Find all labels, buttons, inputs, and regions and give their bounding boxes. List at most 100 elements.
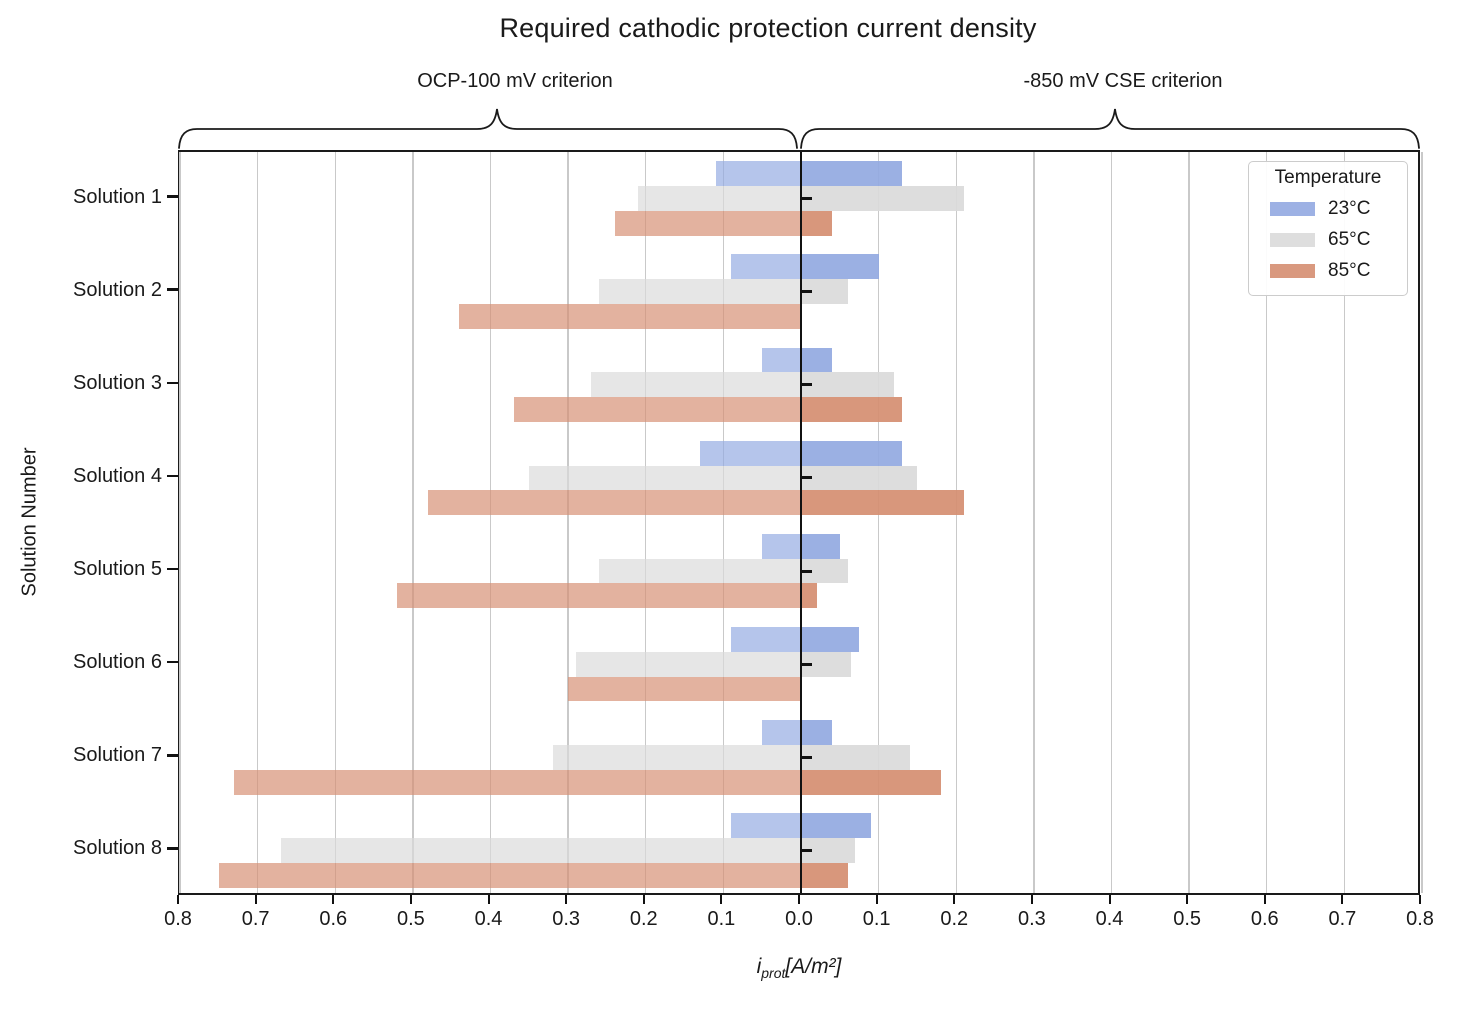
gridline <box>567 152 569 893</box>
x-tick-label: 0.0 <box>785 908 813 930</box>
x-axis-title: iprot[A/m²] <box>499 955 1099 981</box>
left-criterion-label: OCP-100 mV criterion <box>417 70 613 92</box>
y-tick-center <box>801 197 812 201</box>
y-tick-label: Solution 7 <box>73 744 162 767</box>
bar-ocp100-65°C-Solution 8 <box>280 838 801 863</box>
y-tick <box>167 288 178 291</box>
x-tick <box>875 895 878 904</box>
y-tick <box>167 567 178 571</box>
y-tick-center <box>801 569 812 573</box>
bar-ocp100-85°C-Solution 5 <box>397 583 801 609</box>
xlabel-variable: i <box>756 955 762 978</box>
x-tick-label: 0.4 <box>1095 908 1124 930</box>
bar-cse850-23°C-Solution 8 <box>801 813 871 839</box>
bar-ocp100-85°C-Solution 7 <box>234 769 801 795</box>
bar-ocp100-23°C-Solution 5 <box>762 533 801 559</box>
x-tick-label: 0.4 <box>474 908 503 930</box>
bar-ocp100-23°C-Solution 4 <box>700 440 801 466</box>
y-tick-label: Solution 3 <box>73 371 162 394</box>
gridline <box>1421 152 1423 893</box>
left-brace <box>178 108 798 149</box>
gridline <box>334 152 336 893</box>
legend-swatch-65c <box>1270 232 1315 247</box>
gridline <box>1033 152 1035 893</box>
bar-ocp100-85°C-Solution 4 <box>428 490 801 516</box>
y-tick-label: Solution 4 <box>73 464 162 487</box>
x-tick-label: 0.5 <box>396 908 425 930</box>
gridline <box>412 152 414 893</box>
bar-cse850-23°C-Solution 4 <box>801 440 902 466</box>
bar-cse850-85°C-Solution 8 <box>801 862 848 888</box>
x-tick <box>798 895 800 904</box>
bar-ocp100-23°C-Solution 2 <box>731 254 801 280</box>
y-tick <box>167 474 178 478</box>
bar-ocp100-65°C-Solution 3 <box>591 372 801 398</box>
y-tick-center <box>801 290 812 294</box>
gridline <box>1110 152 1113 893</box>
bar-cse850-23°C-Solution 3 <box>801 347 833 373</box>
x-tick-label: 0.6 <box>319 908 348 930</box>
y-tick-label: Solution 2 <box>73 278 162 301</box>
gridline <box>955 152 957 893</box>
y-tick <box>167 847 178 850</box>
gridline <box>722 152 725 893</box>
bar-ocp100-85°C-Solution 3 <box>513 397 801 423</box>
x-tick <box>177 895 179 904</box>
x-tick-label: 0.8 <box>1406 908 1434 930</box>
x-tick <box>642 895 645 904</box>
legend-item-65c: 65°C <box>1249 224 1407 255</box>
legend-title: Temperature <box>1274 167 1382 188</box>
bar-cse850-85°C-Solution 4 <box>801 490 964 516</box>
x-tick-label: 0.7 <box>241 908 270 930</box>
y-tick <box>167 195 178 198</box>
legend-label-23c: 23°C <box>1328 197 1371 219</box>
x-tick-label: 0.3 <box>1017 908 1046 930</box>
xlabel-unit: [A/m²] <box>785 955 842 978</box>
x-tick-label: 0.5 <box>1173 908 1202 930</box>
gridline <box>1343 152 1346 893</box>
x-tick-label: 0.7 <box>1328 908 1357 930</box>
y-tick-center <box>801 476 812 480</box>
x-tick <box>332 895 335 904</box>
gridline <box>179 152 181 893</box>
x-tick <box>1341 895 1344 904</box>
y-tick-label: Solution 5 <box>73 558 162 581</box>
x-tick-label: 0.1 <box>862 908 891 930</box>
x-tick-label: 0.6 <box>1250 908 1279 930</box>
gridline <box>489 152 492 893</box>
bar-ocp100-85°C-Solution 6 <box>568 676 801 702</box>
xlabel-subscript: prot <box>761 965 786 982</box>
bar-cse850-85°C-Solution 1 <box>801 210 833 236</box>
x-tick-label: 0.8 <box>164 908 192 930</box>
legend-label-85c: 85°C <box>1328 259 1371 281</box>
bar-ocp100-65°C-Solution 6 <box>575 651 801 677</box>
legend: Temperature 23°C 65°C 85°C <box>1248 161 1408 296</box>
bar-cse850-65°C-Solution 7 <box>801 744 910 770</box>
bar-cse850-23°C-Solution 5 <box>801 533 840 559</box>
x-tick-label: 0.1 <box>707 908 736 930</box>
legend-swatch-85c <box>1270 263 1315 278</box>
bar-ocp100-23°C-Solution 8 <box>731 813 801 839</box>
right-brace <box>800 108 1420 149</box>
bar-cse850-23°C-Solution 1 <box>801 161 902 187</box>
y-tick-center <box>801 848 812 852</box>
bar-cse850-85°C-Solution 3 <box>801 397 902 423</box>
zero-line <box>799 152 803 893</box>
bar-cse850-23°C-Solution 7 <box>801 720 833 745</box>
bar-ocp100-65°C-Solution 4 <box>529 465 801 491</box>
bar-cse850-85°C-Solution 5 <box>801 583 817 609</box>
gridline <box>877 152 880 893</box>
y-tick <box>167 381 178 385</box>
x-tick-label: 0.2 <box>940 908 969 930</box>
plot-area <box>178 150 1423 895</box>
x-tick <box>720 895 723 904</box>
gridline <box>1188 152 1190 893</box>
x-tick <box>487 895 490 904</box>
x-tick <box>409 895 412 904</box>
bar-ocp100-23°C-Solution 3 <box>762 347 801 373</box>
bar-cse850-23°C-Solution 2 <box>801 254 879 280</box>
bar-cse850-85°C-Solution 7 <box>801 769 941 795</box>
bar-cse850-65°C-Solution 1 <box>801 186 964 211</box>
legend-swatch-23c <box>1270 201 1315 216</box>
